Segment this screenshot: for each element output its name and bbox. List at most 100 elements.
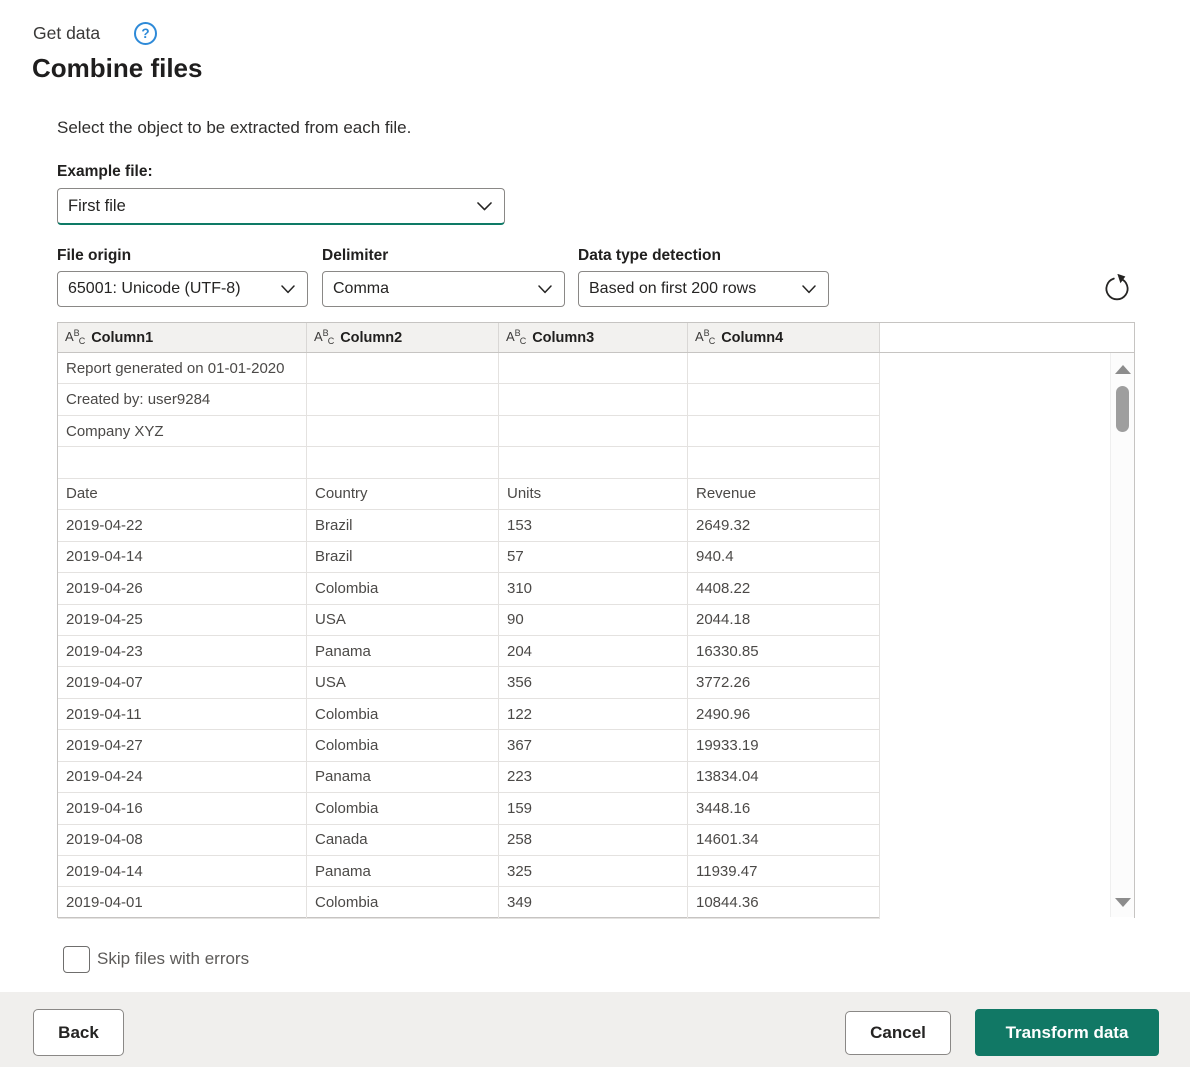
data-type-detection-label: Data type detection — [578, 247, 721, 264]
table-cell: 258 — [499, 824, 688, 856]
scrollbar-down-arrow-icon[interactable] — [1114, 898, 1131, 907]
table-cell — [688, 447, 880, 479]
scrollbar-up-arrow-icon[interactable] — [1114, 365, 1131, 374]
table-row: 2019-04-26 Colombia 310 4408.22 — [58, 573, 1134, 605]
table-row: 2019-04-08 Canada 258 14601.34 — [58, 824, 1134, 856]
table-cell: Revenue — [688, 478, 880, 511]
table-cell: 2019-04-24 — [58, 761, 307, 794]
table-row: Date Country Units Revenue — [58, 478, 1134, 511]
table-cell — [688, 415, 880, 448]
table-row: Report generated on 01-01-2020 — [58, 353, 1134, 385]
table-cell: 2019-04-16 — [58, 793, 307, 825]
delimiter-label: Delimiter — [322, 247, 389, 264]
table-cell: 2019-04-25 — [58, 604, 307, 636]
table-cell: 122 — [499, 698, 688, 731]
table-cell: Canada — [307, 824, 499, 856]
table-row: 2019-04-23 Panama 204 16330.85 — [58, 635, 1134, 668]
table-row: 2019-04-25 USA 90 2044.18 — [58, 604, 1134, 636]
table-cell: Colombia — [307, 887, 499, 919]
table-cell-filler — [880, 478, 1134, 511]
skip-files-label: Skip files with errors — [97, 949, 250, 968]
table-row: Created by: user9284 — [58, 384, 1134, 416]
file-origin-select[interactable]: 65001: Unicode (UTF-8) — [57, 271, 308, 307]
table-body: Report generated on 01-01-2020 Created by… — [58, 353, 1134, 919]
cancel-button[interactable]: Cancel — [845, 1011, 951, 1055]
table-row: Company XYZ — [58, 415, 1134, 448]
table-cell: 159 — [499, 793, 688, 825]
table-cell: 2019-04-01 — [58, 887, 307, 919]
table-row: 2019-04-01 Colombia 349 10844.36 — [58, 887, 1134, 919]
table-cell — [499, 353, 688, 385]
table-cell-filler — [880, 510, 1134, 542]
scrollbar-thumb[interactable] — [1116, 386, 1129, 432]
file-origin-label: File origin — [57, 247, 132, 264]
text-type-icon: ABC — [506, 328, 527, 347]
text-type-icon: ABC — [65, 328, 86, 347]
table-cell: 940.4 — [688, 541, 880, 574]
table-cell: 223 — [499, 761, 688, 794]
table-cell: 204 — [499, 635, 688, 668]
table-row: 2019-04-24 Panama 223 13834.04 — [58, 761, 1134, 794]
table-row: 2019-04-07 USA 356 3772.26 — [58, 667, 1134, 699]
table-cell — [499, 415, 688, 448]
table-cell: Date — [58, 478, 307, 511]
table-cell-filler — [880, 730, 1134, 762]
table-cell-filler — [880, 887, 1134, 919]
table-cell: 10844.36 — [688, 887, 880, 919]
preview-table: ABC Column1 ABC Column2 ABC Column3 ABC … — [57, 322, 1135, 919]
column-header-label: Column1 — [91, 329, 154, 346]
data-type-detection-value: Based on first 200 rows — [589, 280, 757, 297]
table-cell — [307, 415, 499, 448]
example-file-select[interactable]: First file — [57, 188, 505, 225]
table-cell: 2019-04-14 — [58, 856, 307, 888]
column-header-column3[interactable]: ABC Column3 — [499, 323, 688, 352]
table-cell-filler — [880, 698, 1134, 731]
back-button[interactable]: Back — [33, 1009, 124, 1056]
table-cell: Report generated on 01-01-2020 — [58, 353, 307, 385]
skip-files-checkbox[interactable] — [63, 946, 90, 973]
vertical-scrollbar[interactable] — [1110, 353, 1134, 917]
table-cell: 310 — [499, 573, 688, 605]
table-header-row: ABC Column1 ABC Column2 ABC Column3 ABC … — [58, 323, 1134, 353]
table-cell: Company XYZ — [58, 415, 307, 448]
chevron-down-icon — [281, 284, 295, 293]
delimiter-select[interactable]: Comma — [322, 271, 565, 307]
column-header-label: Column2 — [340, 329, 403, 346]
table-row: 2019-04-14 Panama 325 11939.47 — [58, 856, 1134, 888]
table-cell — [688, 353, 880, 385]
help-icon[interactable]: ? — [134, 22, 157, 45]
table-cell: 356 — [499, 667, 688, 699]
table-cell: 57 — [499, 541, 688, 574]
table-cell — [499, 447, 688, 479]
chevron-down-icon — [477, 201, 492, 210]
table-cell — [307, 353, 499, 385]
table-row: 2019-04-22 Brazil 153 2649.32 — [58, 510, 1134, 542]
table-cell: 2649.32 — [688, 510, 880, 542]
table-cell: 3772.26 — [688, 667, 880, 699]
data-type-detection-select[interactable]: Based on first 200 rows — [578, 271, 829, 307]
table-cell: Created by: user9284 — [58, 384, 307, 416]
column-header-filler — [880, 323, 1134, 352]
table-cell: Colombia — [307, 793, 499, 825]
table-cell: 3448.16 — [688, 793, 880, 825]
table-cell: Panama — [307, 635, 499, 668]
chevron-down-icon — [538, 284, 552, 293]
table-cell-filler — [880, 353, 1134, 385]
table-cell: 2019-04-08 — [58, 824, 307, 856]
table-cell: 2019-04-22 — [58, 510, 307, 542]
table-cell: 367 — [499, 730, 688, 762]
refresh-button[interactable] — [1101, 273, 1133, 305]
table-cell: Units — [499, 478, 688, 511]
refresh-icon — [1105, 273, 1129, 300]
column-header-column1[interactable]: ABC Column1 — [58, 323, 307, 352]
example-file-label: Example file: — [57, 163, 153, 180]
text-type-icon: ABC — [695, 328, 716, 347]
transform-data-button[interactable]: Transform data — [975, 1009, 1159, 1056]
table-row: 2019-04-16 Colombia 159 3448.16 — [58, 793, 1134, 825]
column-header-column2[interactable]: ABC Column2 — [307, 323, 499, 352]
table-cell: 90 — [499, 604, 688, 636]
column-header-column4[interactable]: ABC Column4 — [688, 323, 880, 352]
page-title: Combine files — [32, 53, 203, 83]
table-cell: 2490.96 — [688, 698, 880, 731]
table-cell: 2019-04-07 — [58, 667, 307, 699]
